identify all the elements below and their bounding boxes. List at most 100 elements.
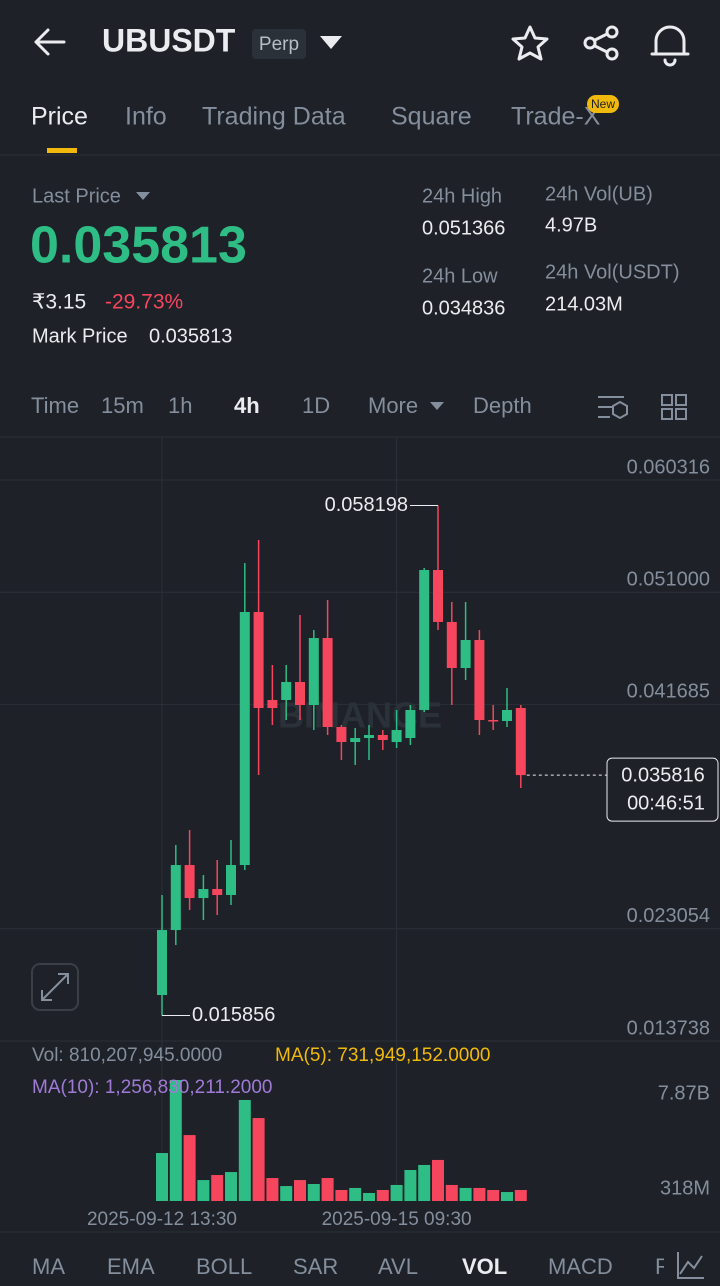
- timeframe[interactable]: 15m: [101, 393, 144, 418]
- candle-body: [267, 700, 278, 709]
- candle-body: [460, 640, 471, 669]
- stat-value: 214.03M: [545, 293, 623, 315]
- y-tick-label: 0.051000: [627, 568, 710, 590]
- candle-body: [226, 865, 236, 896]
- indicator-tab[interactable]: SAR: [293, 1254, 338, 1279]
- last-price-label: 0.035816: [621, 764, 704, 786]
- volume-legend: Vol: 810,207,945.0000: [32, 1045, 222, 1066]
- candle-body: [364, 735, 374, 739]
- last-price-label: Last Price: [32, 185, 121, 207]
- stat-label: 24h Low: [422, 265, 498, 287]
- last-price-dropdown[interactable]: [136, 192, 150, 200]
- indicator-tab-active[interactable]: VOL: [462, 1254, 507, 1279]
- candle-body: [419, 570, 430, 711]
- stat-value: 4.97B: [545, 214, 597, 236]
- ma10-legend: MA(10): 1,256,830,211.2000: [32, 1077, 273, 1098]
- symbol-dropdown[interactable]: [320, 36, 342, 49]
- volume-bar: [252, 1118, 265, 1201]
- symbol: UBUSDT: [102, 22, 236, 58]
- candle-body: [295, 682, 305, 706]
- volume-bar: [390, 1184, 403, 1201]
- fiat-price: ₹3.15: [32, 291, 86, 314]
- timeframe[interactable]: 1h: [168, 393, 192, 418]
- volume-bar: [307, 1184, 320, 1201]
- price-change: -29.73%: [105, 291, 183, 314]
- new-badge: New: [591, 97, 615, 111]
- volume-bar: [418, 1164, 431, 1201]
- stat-label: 24h Vol(USDT): [545, 261, 680, 283]
- volume-bar: [445, 1184, 458, 1201]
- y-tick-label: 0.013738: [627, 1017, 710, 1039]
- alert-button[interactable]: [650, 25, 690, 67]
- last-price: 0.035813: [30, 217, 247, 275]
- volume-bar: [238, 1099, 251, 1201]
- volume-bar: [294, 1180, 306, 1201]
- volume-bar: [501, 1192, 513, 1201]
- candle-body: [308, 638, 319, 706]
- volume-tick-label: 7.87B: [658, 1082, 710, 1104]
- volume-bar: [376, 1189, 389, 1201]
- volume-bar: [459, 1187, 472, 1201]
- fullscreen-icon: [41, 973, 69, 1001]
- volume-bar: [514, 1189, 527, 1201]
- candle-body: [170, 865, 181, 931]
- indicator-settings[interactable]: [677, 1252, 704, 1279]
- chart-settings[interactable]: [598, 396, 628, 420]
- candle-body: [502, 710, 512, 722]
- mark-price-label: Mark Price: [32, 325, 128, 347]
- timeframe[interactable]: 1D: [302, 393, 330, 418]
- candle-body: [488, 720, 499, 722]
- mark-price: 0.035813: [149, 325, 232, 347]
- timeframe[interactable]: Time: [31, 393, 79, 418]
- back-button[interactable]: [34, 28, 66, 56]
- new-badge-bg: [587, 95, 619, 113]
- indicator-tab[interactable]: AVL: [378, 1254, 418, 1279]
- timeframe[interactable]: More: [368, 393, 418, 418]
- volume-bar: [363, 1192, 375, 1201]
- volume-bar: [487, 1189, 500, 1201]
- indicator-tab[interactable]: BOLL: [196, 1254, 252, 1279]
- indicator-tab[interactable]: EMA: [107, 1254, 155, 1279]
- y-tick-label: 0.060316: [627, 456, 710, 478]
- tab[interactable]: Info: [125, 103, 167, 131]
- candle-body: [212, 889, 223, 896]
- last-price-box: [606, 757, 719, 822]
- candle-body: [157, 930, 167, 996]
- volume-bar: [183, 1135, 196, 1201]
- tab[interactable]: Trading Data: [202, 103, 346, 131]
- tab[interactable]: Price: [31, 103, 88, 131]
- candle-body: [515, 708, 526, 776]
- layout-button[interactable]: [661, 394, 687, 420]
- share-button[interactable]: [583, 25, 619, 61]
- candle-body: [391, 730, 402, 743]
- candle-body: [350, 738, 361, 743]
- perp-badge: Perp: [259, 34, 299, 55]
- candle-body: [198, 889, 209, 899]
- indicator-tab[interactable]: MACD: [548, 1254, 613, 1279]
- x-tick-label: 2025-09-12 13:30: [87, 1209, 237, 1230]
- timeframe-active[interactable]: 4h: [234, 393, 260, 418]
- candle-body: [239, 612, 250, 866]
- volume-bar: [349, 1187, 362, 1201]
- volume-bar: [432, 1159, 444, 1201]
- candle-body: [281, 682, 292, 701]
- indicator-tab[interactable]: MA: [32, 1254, 65, 1279]
- fullscreen-button[interactable]: [31, 963, 79, 1011]
- candle-body: [446, 622, 457, 669]
- countdown: 00:46:51: [627, 792, 705, 814]
- volume-bar: [225, 1172, 237, 1201]
- candle-body: [433, 570, 443, 623]
- volume-tick-label: 318M: [660, 1177, 710, 1199]
- timeframe[interactable]: Depth: [473, 393, 532, 418]
- favorite-button[interactable]: [511, 25, 549, 61]
- y-tick-label: 0.023054: [627, 905, 710, 927]
- more-dropdown[interactable]: [430, 402, 444, 410]
- volume-bar: [335, 1189, 348, 1201]
- tab[interactable]: Trade-X: [511, 103, 601, 131]
- tab[interactable]: Square: [391, 103, 472, 131]
- volume-bar: [156, 1153, 168, 1201]
- x-tick-label: 2025-09-15 09:30: [322, 1209, 472, 1230]
- stat-label: 24h High: [422, 185, 502, 207]
